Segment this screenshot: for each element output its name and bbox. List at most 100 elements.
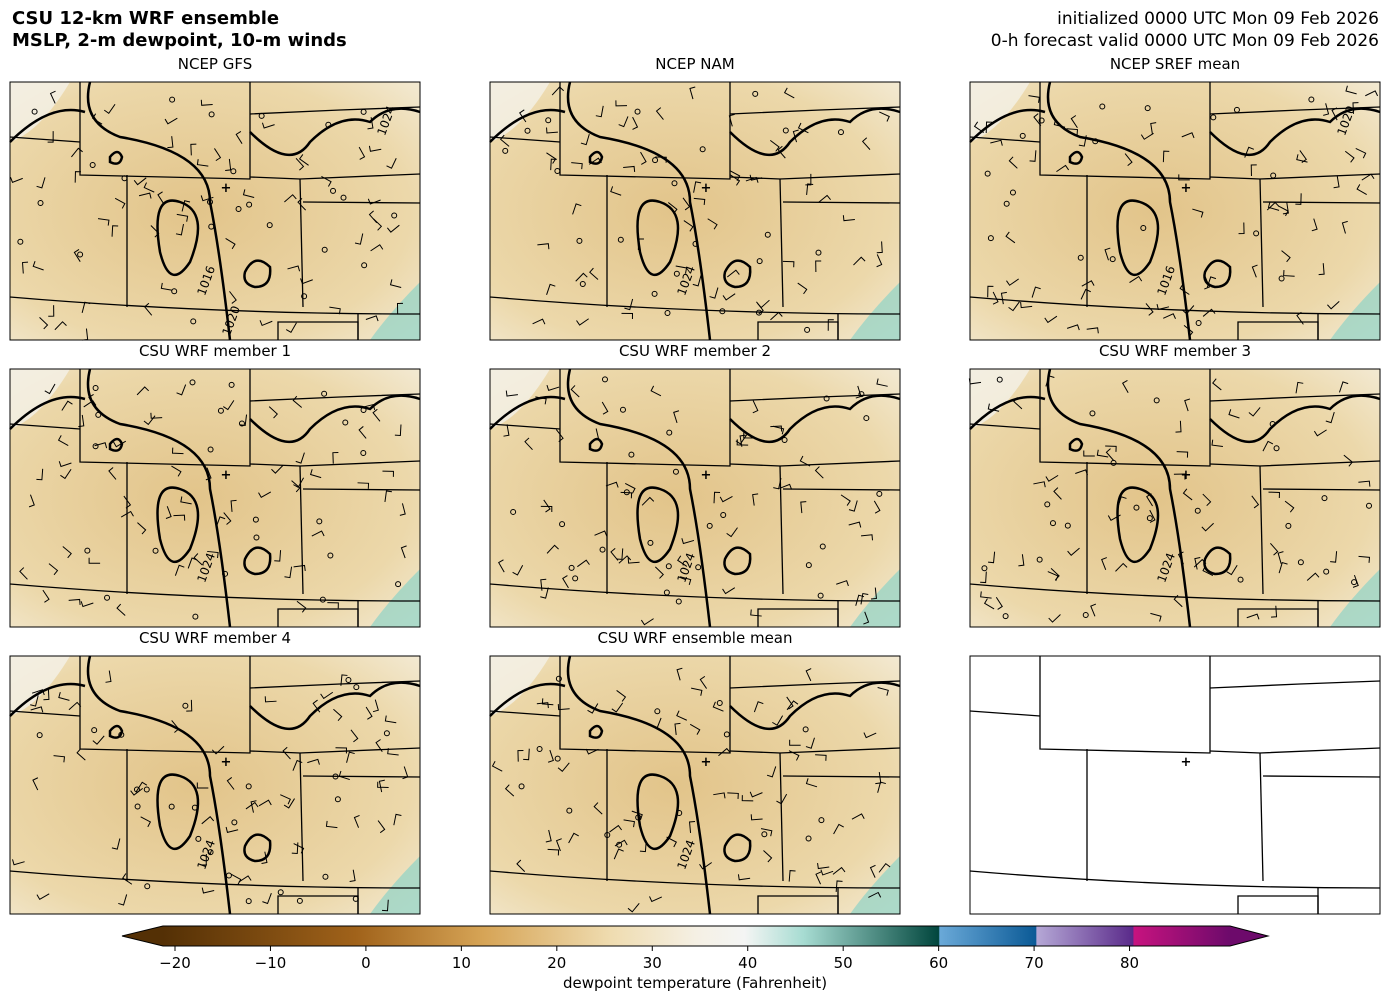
wind-barb: [815, 260, 822, 273]
state-border: [1039, 656, 1211, 754]
wind-barb: [223, 512, 232, 525]
wind-barb: [1083, 450, 1095, 457]
calm-wind: [319, 596, 326, 603]
wind-barb: [108, 467, 117, 480]
wind-barb: [987, 403, 1000, 412]
city-marker: +: [701, 181, 712, 196]
wind-barb: [613, 848, 624, 860]
isobar: [588, 724, 604, 739]
calm-wind: [37, 200, 44, 207]
wind-barb: [229, 291, 237, 304]
wind-barb: [649, 896, 663, 903]
wind-barb: [321, 175, 332, 187]
wind-barb: [10, 177, 23, 183]
wind-barb: [293, 477, 305, 489]
calm-wind: [1233, 106, 1240, 113]
wind-barb: [200, 853, 207, 866]
wind-barb: [752, 493, 759, 506]
colorbar-extend-high: [1230, 926, 1268, 946]
wind-barb: [836, 580, 849, 587]
calm-wind: [1019, 132, 1026, 139]
wind-barb: [349, 869, 356, 882]
wind-barb: [848, 521, 862, 528]
wind-barb: [396, 302, 403, 315]
wind-barb: [54, 321, 67, 331]
state-border: [9, 423, 81, 430]
panel-title: NCEP GFS: [178, 55, 253, 73]
wind-barb: [541, 698, 554, 706]
calm-wind: [566, 807, 573, 814]
wind-barb: [782, 260, 795, 268]
wind-barb: [42, 589, 50, 603]
wind-barb: [688, 820, 696, 833]
calm-wind: [31, 108, 38, 115]
wind-barb: [291, 842, 299, 854]
wind-barb: [540, 578, 547, 591]
wind-barb: [296, 600, 307, 613]
calm-wind: [1210, 114, 1217, 121]
calm-wind: [815, 249, 822, 256]
title: CSU 12-km WRF ensemble: [12, 8, 279, 29]
wind-barb: [876, 378, 888, 387]
calm-wind: [245, 898, 252, 905]
isobar: [108, 150, 124, 165]
wind-barb: [167, 136, 174, 149]
wind-barb: [307, 758, 320, 765]
panel-background: [970, 369, 1380, 627]
calm-wind: [1003, 200, 1010, 207]
calm-wind: [91, 727, 98, 734]
wind-barb: [258, 491, 272, 499]
wind-barb: [282, 746, 291, 760]
isobar: [9, 108, 86, 143]
state-border: [1209, 460, 1381, 467]
wind-barb: [62, 546, 72, 559]
wind-barb: [226, 777, 235, 790]
teal-corner: [370, 569, 420, 627]
calm-wind: [987, 235, 994, 242]
state-border: [1262, 488, 1381, 491]
panel-title: CSU WRF ensemble mean: [597, 629, 792, 647]
calm-wind: [345, 677, 352, 684]
wind-barb: [211, 745, 225, 755]
wind-barb: [1202, 308, 1216, 317]
wind-barb: [773, 477, 782, 490]
wind-barb: [503, 424, 510, 437]
wind-barb: [333, 708, 343, 722]
wind-barb: [681, 538, 695, 545]
wind-barb: [116, 603, 126, 616]
panel-background: [10, 369, 420, 627]
calm-wind: [316, 518, 323, 525]
calm-wind: [663, 589, 670, 596]
wind-barb: [505, 390, 518, 397]
wind-barb: [673, 410, 680, 424]
valid-time: 0-h forecast valid 0000 UTC Mon 09 Feb 2…: [991, 31, 1379, 51]
wind-barb: [743, 432, 755, 439]
panel-background: [10, 82, 420, 340]
subtitle: MSLP, 2-m dewpoint, 10-m winds: [12, 30, 347, 51]
wind-barb: [1238, 222, 1245, 235]
wind-barb: [779, 483, 793, 490]
calm-wind: [253, 534, 260, 541]
isobar: [86, 655, 232, 915]
state-border: [782, 201, 901, 204]
wind-barb: [372, 408, 381, 422]
isobar: [108, 724, 124, 739]
wind-barb: [239, 414, 248, 427]
wind-barb: [877, 781, 886, 793]
calm-wind: [121, 175, 128, 182]
wind-barb: [1121, 379, 1129, 393]
isobar: [1116, 199, 1160, 276]
wind-barb: [88, 557, 101, 564]
wind-barb: [547, 749, 554, 763]
wind-barb: [28, 494, 35, 508]
isobar: [243, 833, 272, 863]
colorbar-tick-label: 60: [929, 954, 948, 972]
wind-barb: [1176, 451, 1189, 458]
wind-barb: [709, 287, 719, 299]
state-border: [249, 393, 421, 402]
city-marker: +: [221, 468, 232, 483]
init-time: initialized 0000 UTC Mon 09 Feb 2026: [1057, 9, 1379, 29]
wind-barb: [1045, 474, 1059, 482]
wind-barb: [400, 545, 407, 559]
